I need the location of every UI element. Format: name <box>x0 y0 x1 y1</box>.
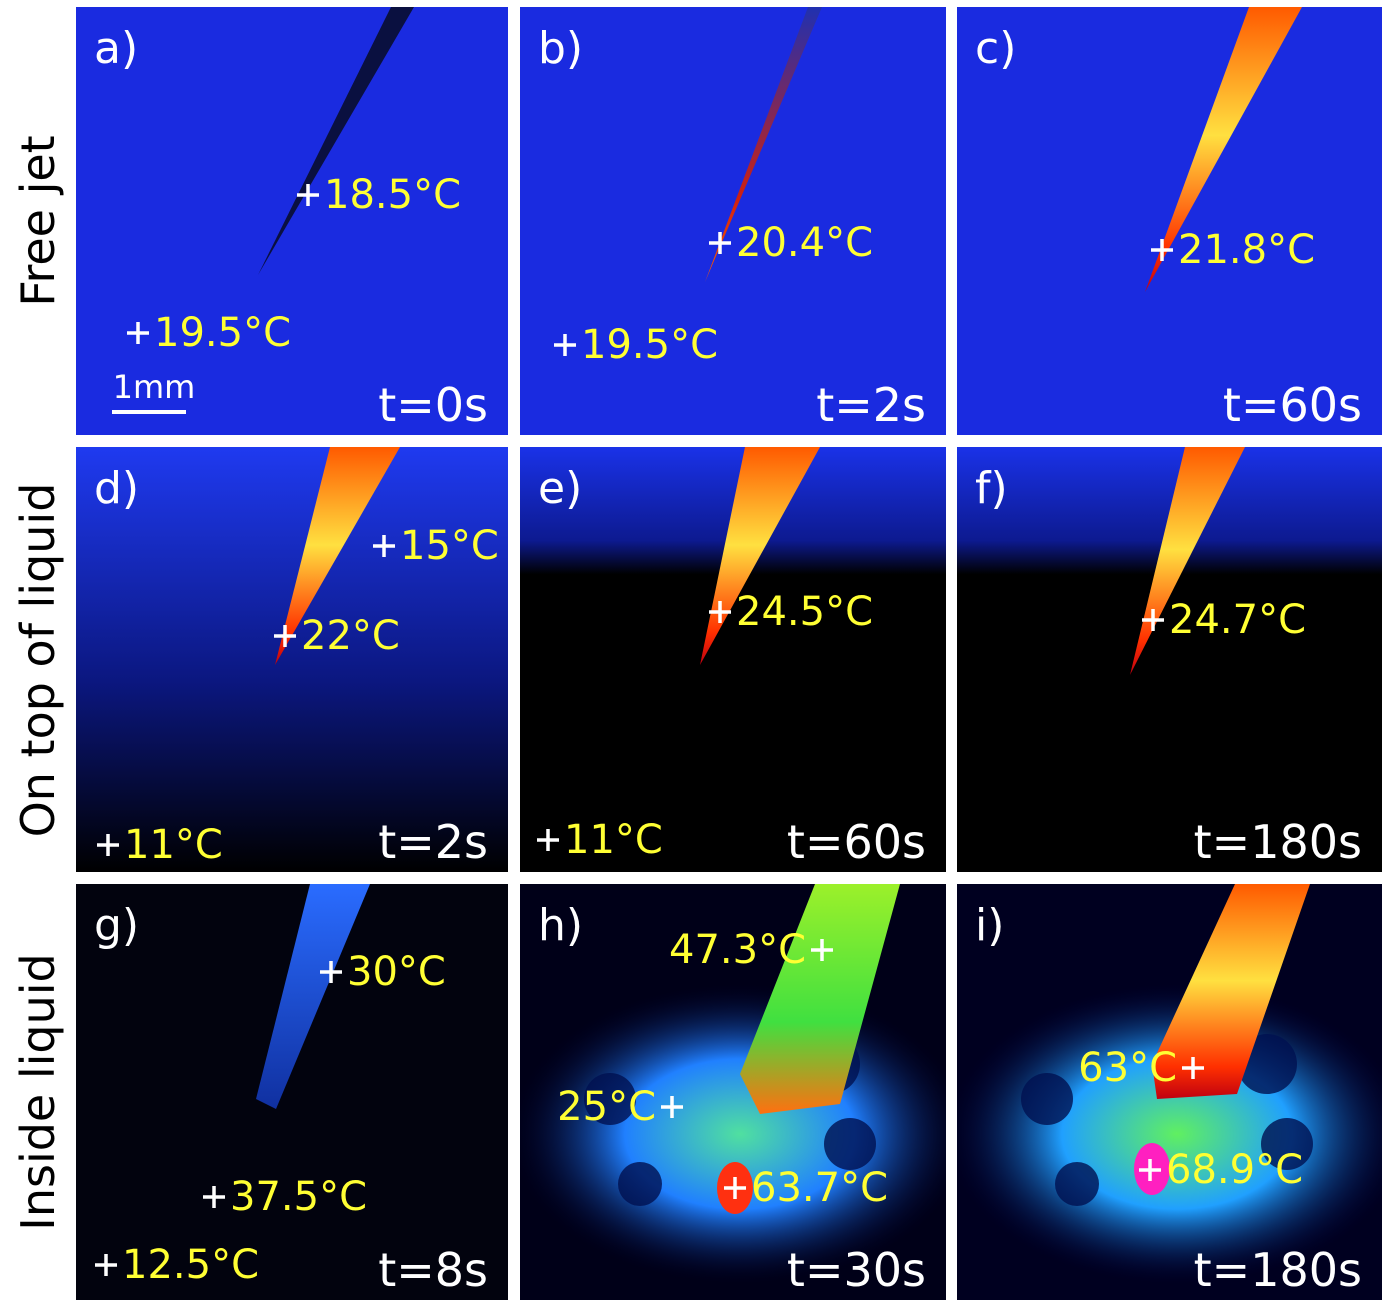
temperature-label: 12.5°C <box>122 1242 259 1288</box>
panel-background <box>520 7 946 435</box>
jet <box>740 884 900 1114</box>
temperature-label: 19.5°C <box>581 322 718 368</box>
time-label: t=0s <box>378 378 488 432</box>
thermal-panel: d) t=2s 22°C15°C 11°C <box>76 447 508 872</box>
temperature-label: 30°C <box>347 949 446 995</box>
row-label: Inside liquid <box>11 953 65 1230</box>
temperature-label: 68.9°C <box>1166 1147 1303 1193</box>
panel-background <box>957 447 1382 872</box>
jet <box>258 7 414 275</box>
panel-background <box>76 7 508 435</box>
liquid-heat <box>957 984 1382 1284</box>
liquid-heat <box>520 984 946 1284</box>
temperature-label: 25°C <box>557 1084 656 1130</box>
jet <box>705 7 822 282</box>
panel-image <box>76 447 508 872</box>
liquid-hole <box>824 1118 876 1170</box>
time-label: t=2s <box>816 378 926 432</box>
row-label: On top of liquid <box>11 483 65 838</box>
thermal-panel: b) t=2s 20.4°C 19.5°C <box>520 7 946 435</box>
temperature-label: 37.5°C <box>230 1174 367 1220</box>
panel-letter: h) <box>538 900 583 951</box>
panel-letter: a) <box>94 23 138 74</box>
thermal-panel: f) t=180s 24.7°C <box>957 447 1382 872</box>
panel-letter: g) <box>94 900 139 951</box>
temperature-label: 18.5°C <box>324 172 461 218</box>
panel-image <box>520 884 946 1300</box>
panel-image <box>957 447 1382 872</box>
time-label: t=2s <box>378 815 488 869</box>
thermal-panel: c) t=60s 21.8°C <box>957 7 1382 435</box>
time-label: t=60s <box>1223 378 1362 432</box>
panel-image <box>76 884 508 1300</box>
panel-letter: f) <box>975 463 1008 514</box>
panel-image <box>520 7 946 435</box>
panel-letter: d) <box>94 463 139 514</box>
temperature-label: 11°C <box>124 822 223 868</box>
time-label: t=8s <box>378 1243 488 1297</box>
liquid-hole <box>1021 1073 1073 1125</box>
temperature-label: 22°C <box>301 613 400 659</box>
liquid-hole <box>1261 1118 1313 1170</box>
temperature-label: 24.5°C <box>736 589 873 635</box>
panel-letter: e) <box>538 463 582 514</box>
time-label: t=60s <box>787 815 926 869</box>
panel-letter: b) <box>538 23 583 74</box>
thermal-panel: g) t=8s 30°C 37.5°C 12.5°C <box>76 884 508 1300</box>
panel-image <box>520 447 946 872</box>
liquid-hole <box>584 1073 636 1125</box>
panel-letter: c) <box>975 23 1016 74</box>
liquid-hole <box>618 1162 662 1206</box>
time-label: t=180s <box>1194 815 1362 869</box>
panel-background <box>76 447 508 872</box>
temperature-label: 11°C <box>564 817 663 863</box>
temperature-label: 21.8°C <box>1178 227 1315 273</box>
temperature-label: 20.4°C <box>736 220 873 266</box>
jet <box>1130 447 1245 675</box>
thermal-panel: h) t=30s 47.3°C 25°C 63.7°C <box>520 884 946 1300</box>
temperature-label: 47.3°C <box>669 927 806 973</box>
row-label: Free jet <box>11 135 65 306</box>
jet <box>1152 884 1310 1099</box>
time-label: t=180s <box>1194 1243 1362 1297</box>
thermal-panel: e) t=60s 24.5°C 11°C <box>520 447 946 872</box>
time-label: t=30s <box>787 1243 926 1297</box>
jet <box>256 884 370 1109</box>
temperature-label: 15°C <box>400 523 499 569</box>
panel-letter: i) <box>975 900 1004 951</box>
liquid-hole <box>1055 1162 1099 1206</box>
thermal-panel: a) t=0s 18.5°C 19.5°C <box>76 7 508 435</box>
jet <box>275 447 400 665</box>
panel-background <box>957 7 1382 435</box>
panel-image <box>957 7 1382 435</box>
temperature-label: 24.7°C <box>1169 597 1306 643</box>
panel-image <box>76 7 508 435</box>
panel-image <box>957 884 1382 1300</box>
temperature-label: 19.5°C <box>154 310 291 356</box>
jet <box>1145 7 1302 292</box>
scale-bar-label: 1mm <box>113 368 196 406</box>
temperature-label: 63.7°C <box>751 1165 888 1211</box>
panel-background <box>76 884 508 1300</box>
temperature-label: 63°C <box>1078 1045 1177 1091</box>
thermal-panel: i) t=180s 63°C 68.9°C <box>957 884 1382 1300</box>
